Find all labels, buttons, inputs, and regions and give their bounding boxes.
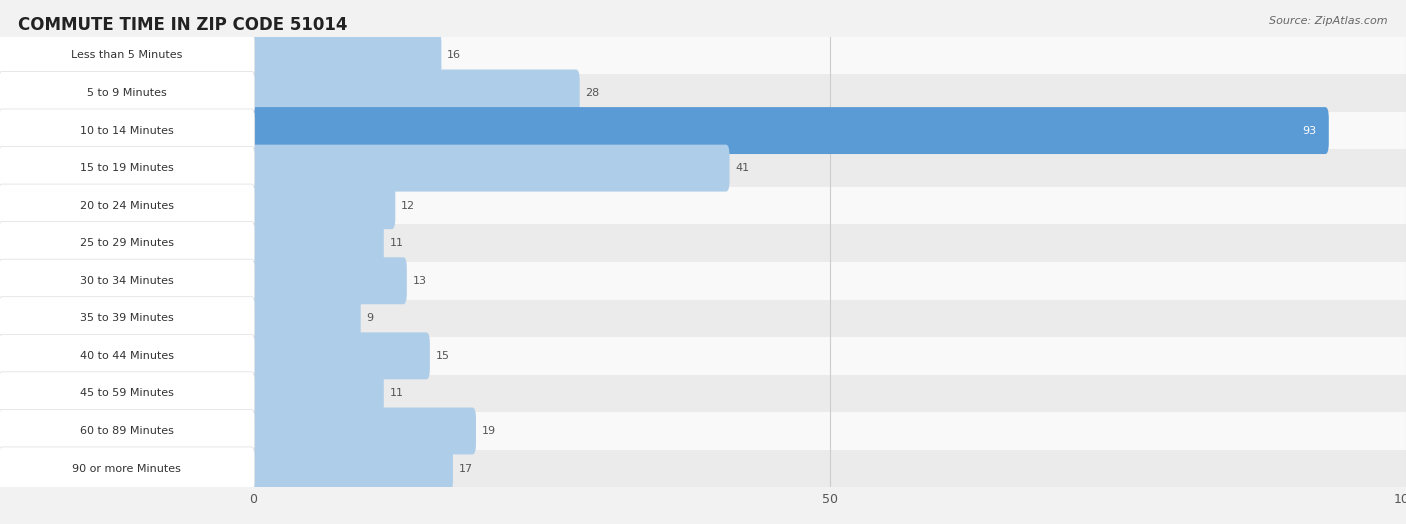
Bar [0,337,1406,375]
Bar [0,300,1406,337]
FancyBboxPatch shape [250,408,477,454]
Text: 9: 9 [367,313,374,323]
FancyBboxPatch shape [0,109,254,152]
Text: 35 to 39 Minutes: 35 to 39 Minutes [80,313,174,323]
Bar [0,375,1406,412]
FancyBboxPatch shape [0,184,254,227]
Bar [0,224,1406,262]
FancyBboxPatch shape [0,34,254,77]
Text: 93: 93 [1302,126,1316,136]
Bar [0,149,1406,187]
Text: 30 to 34 Minutes: 30 to 34 Minutes [80,276,174,286]
Text: 60 to 89 Minutes: 60 to 89 Minutes [80,426,174,436]
Bar [0,37,1406,74]
FancyBboxPatch shape [0,71,254,115]
Text: 20 to 24 Minutes: 20 to 24 Minutes [80,201,174,211]
Text: 90 or more Minutes: 90 or more Minutes [72,464,181,474]
FancyBboxPatch shape [0,259,254,302]
Text: 15 to 19 Minutes: 15 to 19 Minutes [80,163,174,173]
Text: 40 to 44 Minutes: 40 to 44 Minutes [80,351,174,361]
Text: 25 to 29 Minutes: 25 to 29 Minutes [80,238,174,248]
Text: Less than 5 Minutes: Less than 5 Minutes [72,50,183,60]
Text: 11: 11 [389,238,404,248]
Text: 19: 19 [482,426,496,436]
FancyBboxPatch shape [0,372,254,415]
Text: 16: 16 [447,50,461,60]
FancyBboxPatch shape [250,370,384,417]
Bar [0,262,1406,300]
FancyBboxPatch shape [250,107,1329,154]
FancyBboxPatch shape [250,145,730,192]
FancyBboxPatch shape [250,220,384,267]
Bar [0,450,1406,487]
FancyBboxPatch shape [250,332,430,379]
Text: 11: 11 [389,388,404,398]
Text: 45 to 59 Minutes: 45 to 59 Minutes [80,388,174,398]
FancyBboxPatch shape [0,297,254,340]
Text: 5 to 9 Minutes: 5 to 9 Minutes [87,88,167,98]
Text: 12: 12 [401,201,415,211]
FancyBboxPatch shape [0,334,254,377]
Bar [0,112,1406,149]
FancyBboxPatch shape [250,182,395,229]
Bar [0,187,1406,224]
FancyBboxPatch shape [0,147,254,190]
FancyBboxPatch shape [250,32,441,79]
FancyBboxPatch shape [250,445,453,492]
FancyBboxPatch shape [250,295,361,342]
Text: COMMUTE TIME IN ZIP CODE 51014: COMMUTE TIME IN ZIP CODE 51014 [18,16,347,34]
FancyBboxPatch shape [0,222,254,265]
Text: 17: 17 [458,464,472,474]
Text: Source: ZipAtlas.com: Source: ZipAtlas.com [1270,16,1388,26]
Text: 10 to 14 Minutes: 10 to 14 Minutes [80,126,174,136]
Text: 28: 28 [585,88,600,98]
Text: 15: 15 [436,351,450,361]
Bar [0,74,1406,112]
FancyBboxPatch shape [250,257,406,304]
FancyBboxPatch shape [250,70,579,116]
FancyBboxPatch shape [0,409,254,453]
FancyBboxPatch shape [0,447,254,490]
Text: 13: 13 [412,276,426,286]
Text: 41: 41 [735,163,749,173]
Bar [0,412,1406,450]
